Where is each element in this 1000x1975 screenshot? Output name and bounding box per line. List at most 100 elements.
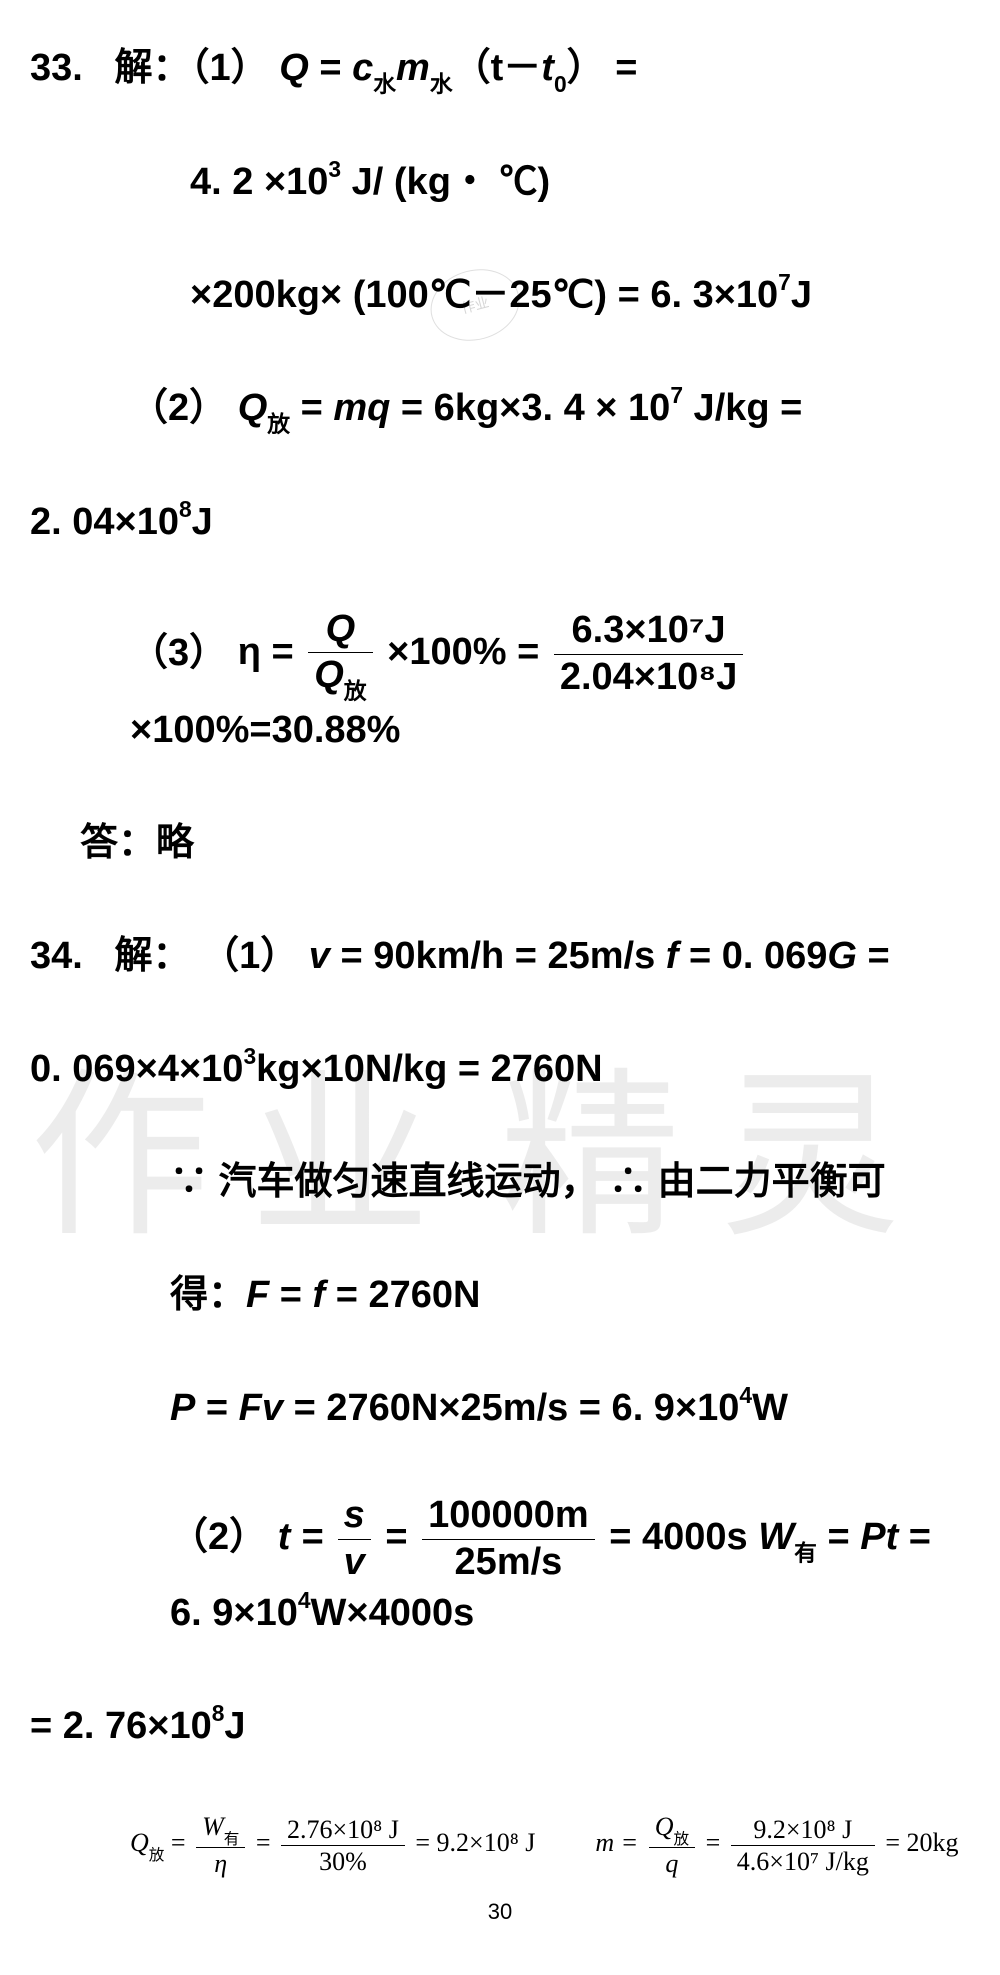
- p34-g: G: [827, 935, 857, 977]
- p33-l2sup: 3: [328, 156, 341, 182]
- p34-v: v: [309, 935, 330, 977]
- p33-q: Q: [279, 47, 309, 89]
- p33-l4q: Q: [238, 387, 268, 429]
- p34-l8aend: = 9.2×10⁸ J: [409, 1828, 536, 1857]
- p34-t: t =: [278, 1516, 334, 1558]
- p33-l4sub: 放: [267, 411, 290, 437]
- p33-f1num: Q: [308, 607, 372, 654]
- p33-l3end: J: [791, 274, 812, 316]
- p34-f1n: s: [338, 1493, 371, 1540]
- p33-f1densub: 放: [344, 678, 367, 704]
- p33-l4sup: 7: [670, 382, 683, 408]
- p34-line1: 34. 解： （1） v = 90km/h = 25m/s f = 0. 069…: [30, 928, 970, 985]
- p34-l8aeq: =: [164, 1828, 192, 1857]
- p33-sub1: 水: [373, 71, 396, 97]
- p34-l4rest: = 2760N: [336, 1274, 481, 1316]
- p33-l4eq: =: [290, 387, 333, 429]
- p34-f2d: 25m/s: [422, 1540, 595, 1586]
- p34-feq: = 0. 069: [678, 935, 827, 977]
- p33-m: m: [396, 47, 430, 89]
- p34-fv: Fv: [239, 1387, 283, 1429]
- p34-line4: 得：F = f = 2760N: [30, 1267, 970, 1324]
- p34-l4f: F: [246, 1274, 269, 1316]
- p34-number: 34.: [30, 935, 83, 977]
- p34-l7sup: 8: [212, 1700, 225, 1726]
- p33-l6prefix: （3）: [130, 631, 227, 673]
- p34-l8af1nsub: 有: [224, 1831, 240, 1848]
- p34-l4eq: =: [269, 1274, 312, 1316]
- p34-geq: =: [857, 935, 890, 977]
- p33-l6end: ×100%=30.88%: [130, 709, 400, 751]
- p34-l8bf1d: q: [649, 1848, 695, 1879]
- p34-l7: = 2. 76×10: [30, 1705, 212, 1747]
- p33-number: 33.: [30, 47, 83, 89]
- p33-close: ） =: [567, 47, 638, 89]
- p34-l8aqsub: 放: [149, 1847, 165, 1864]
- p34-line2: 0. 069×4×103kg×10N/kg = 2760N: [30, 1041, 970, 1098]
- p33-l5sup: 8: [179, 496, 192, 522]
- p34-l6end: W×4000s: [311, 1592, 475, 1634]
- p34-l2rest: kg×10N/kg = 2760N: [256, 1048, 602, 1090]
- p34-l4f2: f: [313, 1274, 336, 1316]
- p33-line4: （2） Q放 = mq = 6kg×3. 4 × 107 J/kg =: [30, 380, 970, 438]
- p34-l8af2n: 2.76×10⁸ J: [281, 1814, 405, 1846]
- p33-l4unit: J/kg =: [683, 387, 802, 429]
- p34-l2: 0. 069×4×10: [30, 1048, 243, 1090]
- p34-l8b: m = Q放q = 9.2×10⁸ J4.6×10⁷ J/kg = 20kg: [595, 1811, 958, 1879]
- p34-l5end: W: [752, 1387, 788, 1429]
- p34-line6: （2） t = sv = 100000m25m/s = 4000s W有 = P…: [30, 1493, 970, 1642]
- p33-sub2: 水: [430, 71, 453, 97]
- p33-eta: η =: [238, 631, 305, 673]
- p33-l1-mid: =: [309, 47, 352, 89]
- p34-l8bf1nsub: 放: [674, 1831, 690, 1848]
- p33-line3: ×200kg× (100℃－25℃) = 6. 3×107J: [30, 267, 970, 324]
- p33-paren: （t: [453, 47, 504, 89]
- p33-l3sup: 7: [778, 269, 791, 295]
- p34-pt: Pt: [860, 1516, 898, 1558]
- p34-l8bf2n: 9.2×10⁸ J: [731, 1814, 875, 1846]
- p34-l8af2d: 30%: [281, 1846, 405, 1877]
- p33-l6mid1: ×100% =: [377, 631, 550, 673]
- p34-l8aq: Q: [130, 1828, 149, 1857]
- p34-l8bend: = 20kg: [879, 1828, 959, 1857]
- p33-l1-prefix: 解：（1）: [115, 47, 280, 89]
- p33-f2den: 2.04×10⁸J: [554, 655, 744, 701]
- p34-line5: P = Fv = 2760N×25m/s = 6. 9×104W: [30, 1380, 970, 1437]
- p34-l8bf1nq: Q: [655, 1812, 674, 1841]
- p33-answer: 答：略: [30, 815, 970, 872]
- p33-line6: （3） η = QQ放 ×100% = 6.3×10⁷J2.04×10⁸J ×1…: [30, 607, 970, 760]
- p33-l3: ×200kg× (100℃－25℃) = 6. 3×10: [190, 274, 778, 316]
- p34-l7end: J: [224, 1705, 245, 1747]
- p33-l4mq: mq: [333, 387, 390, 429]
- p33-l2unit: J/ (kg・ ℃): [341, 161, 550, 203]
- p33-t0: t: [541, 47, 554, 89]
- p34-f1d: v: [338, 1540, 371, 1586]
- p34-f2n: 100000m: [422, 1493, 595, 1540]
- p33-l2: 4. 2 ×10: [190, 161, 328, 203]
- p34-l2sup: 3: [243, 1043, 256, 1069]
- p34-eq1: =: [375, 1516, 418, 1558]
- p34-line3: ∵ 汽车做匀速直线运动， ∴ 由二力平衡可: [30, 1154, 970, 1211]
- p34-wsub: 有: [794, 1540, 817, 1566]
- content: 33. 解：（1） Q = c水m水（t－t0） = 4. 2 ×103 J/ …: [30, 40, 970, 1879]
- p34-w: W: [758, 1516, 794, 1558]
- p34-weq: =: [817, 1516, 860, 1558]
- p33-line2: 4. 2 ×103 J/ (kg・ ℃): [30, 154, 970, 211]
- p33-l5end: J: [192, 501, 213, 543]
- p34-l8beq: =: [699, 1828, 727, 1857]
- p34-line7: = 2. 76×108J: [30, 1698, 970, 1755]
- page-number: 30: [0, 1899, 1000, 1925]
- p34-l8af1nw: W: [202, 1812, 224, 1841]
- p34-p: P: [170, 1387, 195, 1429]
- p34-line8: Q放 = W有η = 2.76×10⁸ J30% = 9.2×10⁸ J m =…: [30, 1811, 970, 1879]
- p33-l4rest: = 6kg×3. 4 × 10: [390, 387, 670, 429]
- p33-f2num: 6.3×10⁷J: [554, 608, 744, 655]
- p34-l8aeq2: =: [249, 1828, 277, 1857]
- p33-l5: 2. 04×10: [30, 501, 179, 543]
- p33-minus: －: [503, 47, 541, 89]
- p34-l5sup: 4: [739, 1382, 752, 1408]
- p34-l5rest: = 2760N×25m/s = 6. 9×10: [283, 1387, 739, 1429]
- p34-eq2: = 4000s: [599, 1516, 759, 1558]
- p34-l6prefix: （2）: [170, 1516, 267, 1558]
- p34-l8bf2d: 4.6×10⁷ J/kg: [731, 1846, 875, 1877]
